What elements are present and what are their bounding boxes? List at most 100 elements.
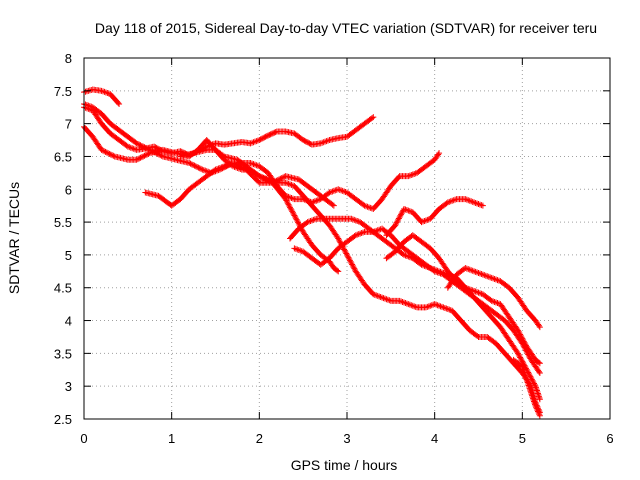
data-point-marker	[469, 287, 476, 294]
data-point-marker	[339, 187, 346, 194]
data-point-marker	[370, 228, 377, 235]
data-point-marker	[254, 137, 261, 144]
data-point-marker	[534, 407, 541, 414]
data-point-marker	[98, 146, 105, 153]
data-point-marker	[405, 301, 412, 308]
x-axis-label: GPS time / hours	[291, 457, 398, 473]
y-tick-labels: 2.5 3 3.5 4 4.5 5 5.5 6 6.5 7 7.5 8	[54, 51, 72, 427]
data-point-marker	[536, 396, 543, 403]
data-point-marker	[335, 186, 342, 193]
series-track-9	[383, 232, 543, 367]
data-point-marker	[421, 217, 428, 224]
data-point-marker	[360, 229, 367, 236]
data-point-marker	[380, 295, 387, 302]
x-tick-label: 5	[519, 431, 526, 446]
data-point-marker	[465, 285, 472, 292]
data-point-marker	[291, 212, 298, 219]
data-point-marker	[354, 217, 361, 224]
data-point-marker	[462, 284, 469, 291]
data-point-marker	[465, 266, 472, 273]
data-point-marker	[235, 165, 242, 172]
data-point-marker	[434, 302, 441, 309]
data-point-marker	[250, 161, 257, 168]
data-point-marker	[354, 231, 361, 238]
data-point-marker	[323, 138, 330, 145]
data-point-marker	[213, 166, 220, 173]
x-tick-label: 4	[431, 431, 438, 446]
data-point-marker	[462, 196, 469, 203]
x-tick-label: 0	[80, 431, 87, 446]
data-point-marker	[283, 197, 290, 204]
data-point-marker	[99, 147, 106, 154]
data-point-marker	[362, 203, 369, 210]
data-point-marker	[517, 355, 524, 362]
data-point-marker	[341, 188, 348, 195]
data-point-marker	[335, 268, 342, 275]
data-point-marker	[249, 160, 256, 167]
data-point-marker	[352, 217, 359, 224]
data-point-marker	[471, 199, 478, 206]
data-point-marker	[262, 175, 269, 182]
data-point-marker	[284, 200, 291, 207]
data-point-marker	[288, 195, 295, 202]
data-point-marker	[424, 303, 431, 310]
data-point-marker	[142, 152, 149, 159]
data-point-marker	[481, 272, 488, 279]
data-point-marker	[343, 250, 350, 257]
data-point-marker	[308, 217, 315, 224]
data-point-marker	[196, 165, 203, 172]
data-point-marker	[402, 252, 409, 259]
data-point-marker	[154, 145, 161, 152]
data-point-marker	[342, 189, 349, 196]
data-point-marker	[434, 269, 441, 276]
data-point-marker	[474, 269, 481, 276]
data-point-marker	[282, 179, 289, 186]
data-point-marker	[436, 269, 443, 276]
data-point-marker	[220, 152, 227, 159]
data-point-marker	[370, 114, 377, 121]
data-point-marker	[491, 275, 498, 282]
data-point-marker	[408, 302, 415, 309]
data-point-marker	[102, 89, 109, 96]
data-point-marker	[320, 139, 327, 146]
data-point-marker	[145, 150, 152, 157]
data-point-marker	[358, 230, 365, 237]
data-point-marker	[514, 350, 521, 357]
data-point-marker	[268, 177, 275, 184]
data-point-marker	[446, 198, 453, 205]
data-point-marker	[373, 292, 380, 299]
data-point-marker	[256, 173, 263, 180]
data-point-marker	[258, 135, 265, 142]
data-point-marker	[225, 161, 232, 168]
data-point-marker	[398, 211, 405, 218]
data-point-marker	[493, 276, 500, 283]
data-point-marker	[529, 377, 536, 384]
data-point-marker	[433, 268, 440, 275]
data-point-marker	[373, 227, 380, 234]
data-point-marker	[411, 303, 418, 310]
data-point-marker	[349, 216, 356, 223]
data-point-marker	[408, 172, 415, 179]
x-tick-label: 1	[168, 431, 175, 446]
data-point-marker	[468, 267, 475, 274]
data-point-marker	[116, 100, 123, 107]
data-point-marker	[285, 193, 292, 200]
data-point-marker	[310, 216, 317, 223]
data-point-marker	[435, 151, 442, 158]
data-point-marker	[288, 181, 295, 188]
data-point-marker	[221, 163, 228, 170]
data-point-marker	[471, 268, 478, 275]
data-point-marker	[267, 131, 274, 138]
data-point-marker	[272, 179, 279, 186]
data-point-marker	[219, 163, 226, 170]
data-point-marker	[520, 336, 527, 343]
data-point-marker	[383, 296, 390, 303]
data-point-marker	[357, 230, 364, 237]
data-point-marker	[346, 257, 353, 264]
data-point-marker	[202, 167, 209, 174]
data-point-marker	[381, 295, 388, 302]
data-point-marker	[297, 247, 304, 254]
data-point-marker	[109, 152, 116, 159]
data-point-marker	[338, 187, 345, 194]
data-point-marker	[329, 188, 336, 195]
